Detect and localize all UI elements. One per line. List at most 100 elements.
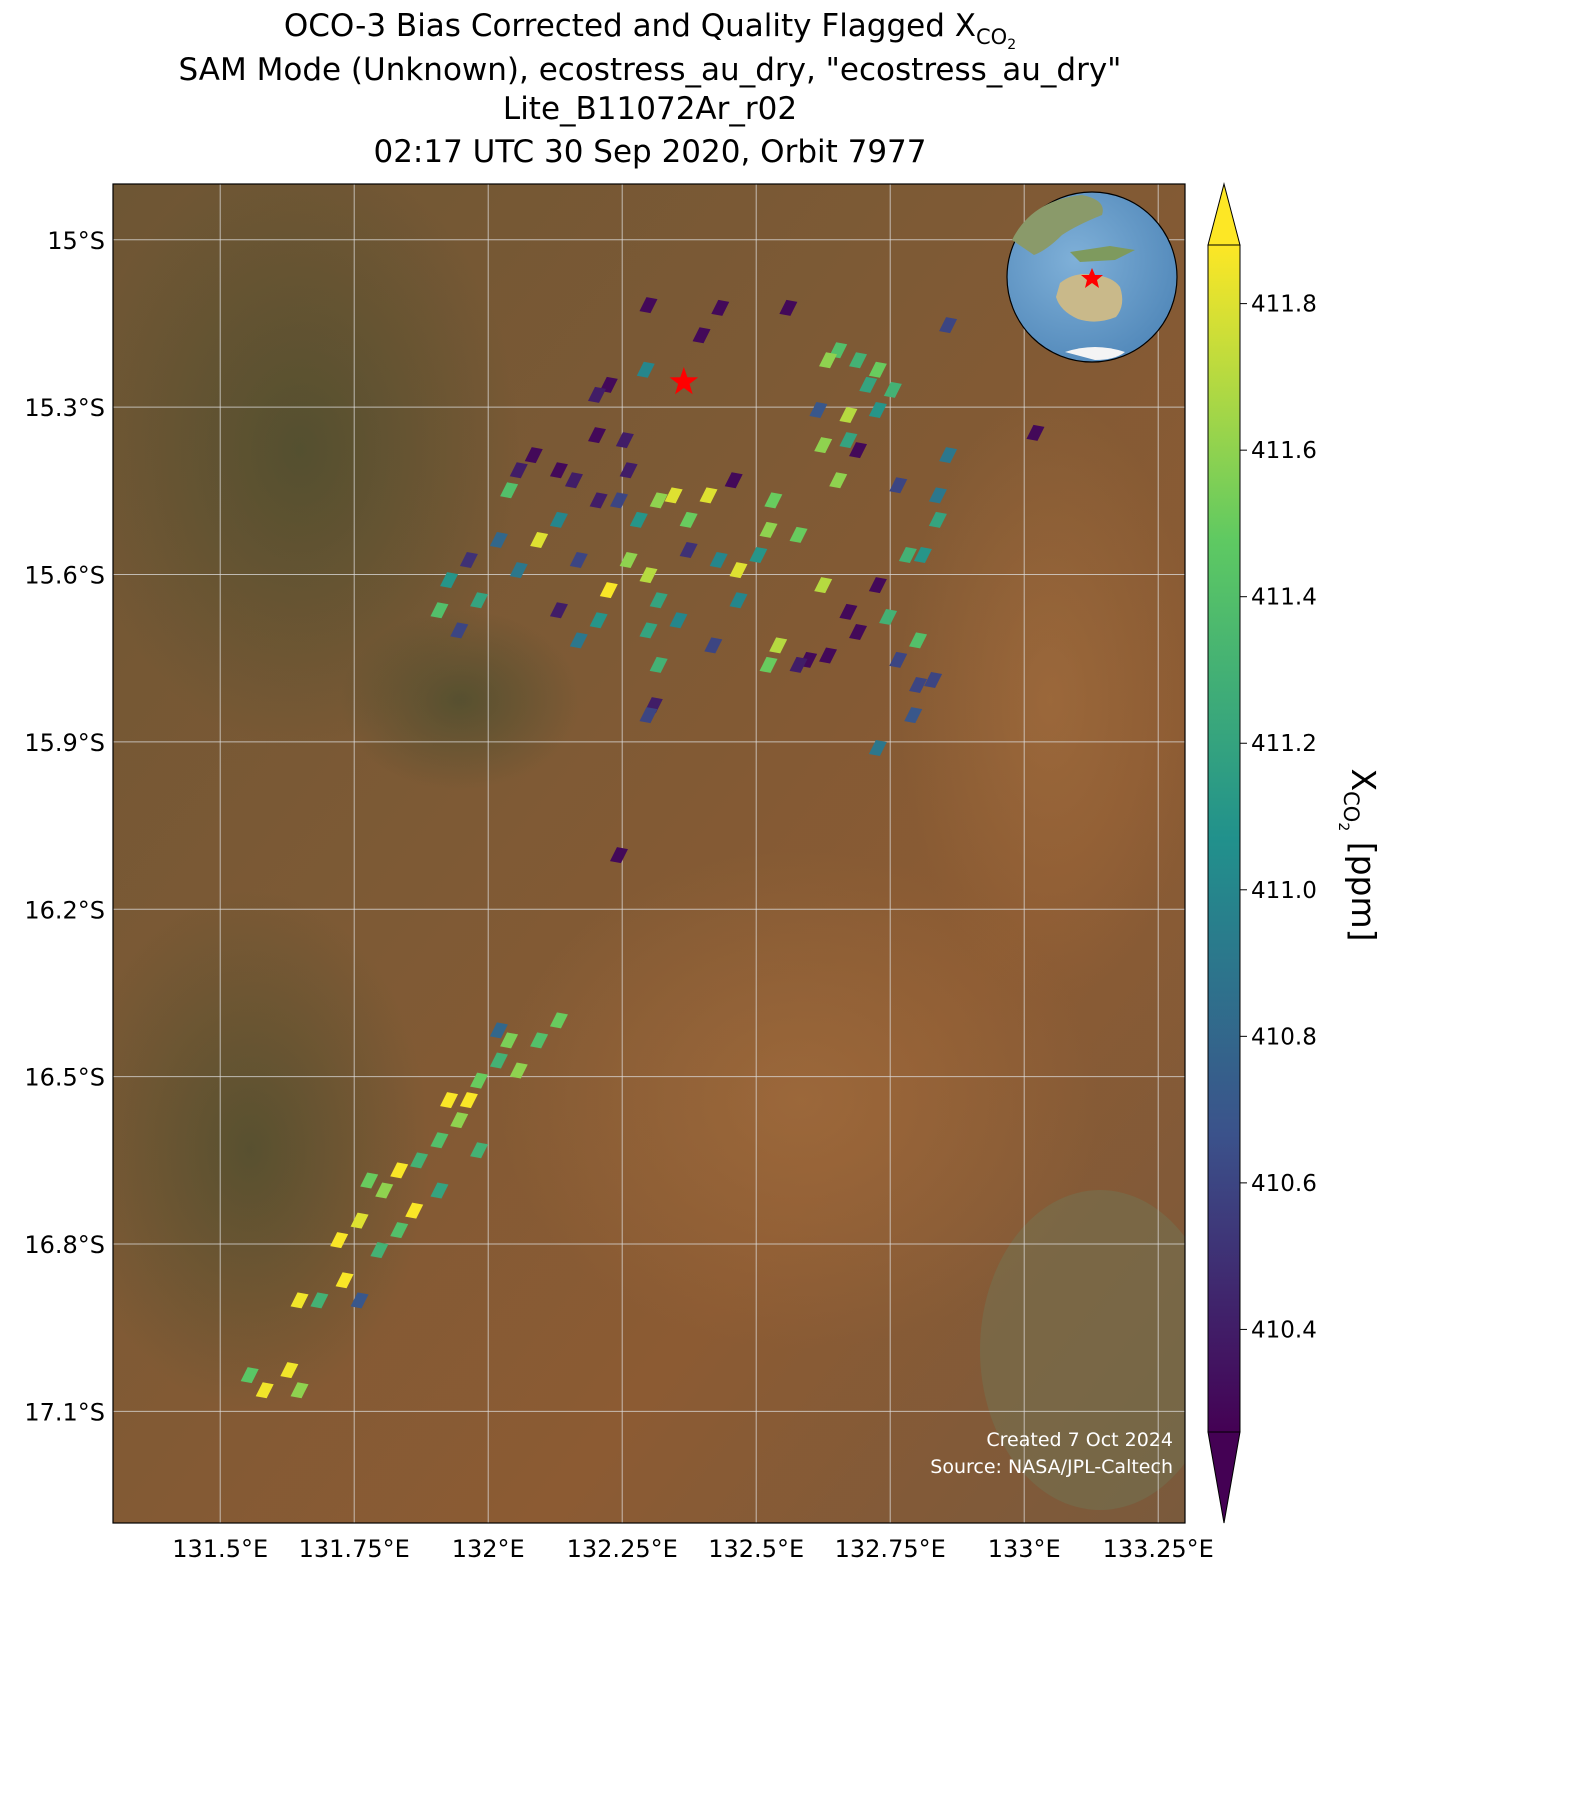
y-tick-label: 15.9°S: [24, 729, 105, 757]
sounding: [649, 656, 668, 673]
colorbar-tick-label: 411.8: [1251, 292, 1317, 318]
title-line: 02:17 UTC 30 Sep 2020, Orbit 7977: [373, 134, 926, 170]
sounding: [290, 1292, 309, 1309]
sounding: [609, 847, 628, 864]
x-tick-label: 133°E: [988, 1535, 1061, 1563]
title-line: Lite_B11072Ar_r02: [503, 91, 797, 127]
sounding: [639, 622, 658, 639]
sounding: [819, 352, 838, 369]
x-tick-label: 132.25°E: [567, 1535, 678, 1563]
title: OCO-3 Bias Corrected and Quality Flagged…: [179, 8, 1122, 170]
plot-frame: [112, 183, 1186, 1524]
sounding: [849, 624, 868, 641]
sounding: [939, 317, 958, 334]
sounding: [599, 582, 618, 599]
sounding: [615, 432, 634, 449]
sounding: [809, 401, 828, 418]
sounding: [749, 547, 768, 564]
terrain-patch: [113, 890, 430, 1410]
sounding: [868, 740, 887, 757]
sounding: [764, 492, 783, 509]
sounding: [509, 1062, 528, 1079]
sounding: [649, 592, 668, 609]
colorbar: XCO2 [ppm] 410.4 410.6 410.8 411.0 411.2 411.…: [1207, 182, 1383, 1524]
terrain-patch: [900, 400, 1185, 1000]
sounding: [779, 299, 798, 316]
sounding: [569, 632, 588, 649]
sounding: [450, 622, 469, 639]
title-symbol-sub: CO: [976, 25, 1007, 49]
x-tick-label: 132.75°E: [835, 1535, 946, 1563]
sounding: [489, 1022, 508, 1039]
sounding: [489, 531, 508, 548]
sounding: [679, 541, 698, 558]
y-tick-label: 15°S: [47, 227, 105, 255]
sounding: [868, 401, 887, 418]
sounding: [489, 1052, 508, 1069]
sounding: [350, 1292, 369, 1309]
sounding: [609, 492, 628, 509]
sounding: [430, 1182, 449, 1199]
sounding: [839, 603, 858, 620]
sounding: [310, 1292, 329, 1309]
sounding: [280, 1362, 299, 1379]
terrain-patch: [500, 850, 1100, 1350]
sounding: [868, 361, 887, 378]
sounding: [440, 1092, 459, 1109]
sounding: [913, 547, 932, 564]
title-line: SAM Mode (Unknown), ecostress_au_dry, "e…: [179, 52, 1122, 88]
sounding: [549, 602, 568, 619]
sounding: [759, 656, 778, 673]
sounding: [390, 1222, 409, 1239]
sounding: [290, 1382, 309, 1399]
y-tick-label: 16.8°S: [24, 1231, 105, 1259]
overlay: [669, 367, 699, 395]
sounding: [589, 612, 608, 629]
colorbar-extend-min: [1207, 1431, 1241, 1524]
sounding: [849, 442, 868, 459]
colorbar-tick-label: 411.0: [1251, 878, 1317, 904]
sounding: [459, 1092, 478, 1109]
sounding: [924, 671, 943, 688]
terrain-patch: [980, 1190, 1185, 1510]
globe-land: [1070, 246, 1135, 262]
sounding: [769, 637, 788, 654]
sounding: [330, 1232, 349, 1249]
sounding: [370, 1242, 389, 1259]
colorbar-symbol-sub: CO: [1339, 791, 1363, 822]
colorbar-frame: [1207, 244, 1241, 1433]
colorbar-label: XCO2 [ppm]: [1335, 768, 1383, 941]
colorbar-tick-label: 410.8: [1251, 1024, 1317, 1050]
sounding: [569, 552, 588, 569]
title-text: OCO-3 Bias Corrected and Quality Flagged: [284, 8, 955, 44]
y-tick-label: 17.1°S: [24, 1398, 105, 1426]
x-tick-label: 132°E: [452, 1535, 525, 1563]
globe-land: [1012, 195, 1103, 255]
sounding: [664, 487, 683, 504]
sounding: [588, 386, 607, 403]
colorbar-symbol: X: [1344, 768, 1383, 791]
sounding: [868, 577, 887, 594]
soundings: [240, 297, 1045, 1399]
sounding: [549, 511, 568, 528]
credit: Source: NASA/JPL-Caltech: [930, 1456, 1173, 1478]
sounding: [509, 462, 528, 479]
sounding: [255, 1382, 274, 1399]
sounding: [390, 1162, 409, 1179]
sounding: [240, 1367, 259, 1384]
sounding: [814, 577, 833, 594]
sounding: [669, 612, 688, 629]
sounding: [459, 552, 478, 569]
globe-inset: [1006, 191, 1178, 363]
sounding: [470, 1072, 489, 1089]
sounding: [729, 592, 748, 609]
sounding: [440, 572, 459, 589]
terrain-patch: [113, 184, 520, 750]
title-symbol: X: [955, 8, 976, 44]
sounding: [430, 1132, 449, 1149]
sounding: [849, 352, 868, 369]
sounding: [350, 1212, 369, 1229]
sounding: [509, 562, 528, 579]
title-symbol-subsub: 2: [1007, 37, 1016, 53]
